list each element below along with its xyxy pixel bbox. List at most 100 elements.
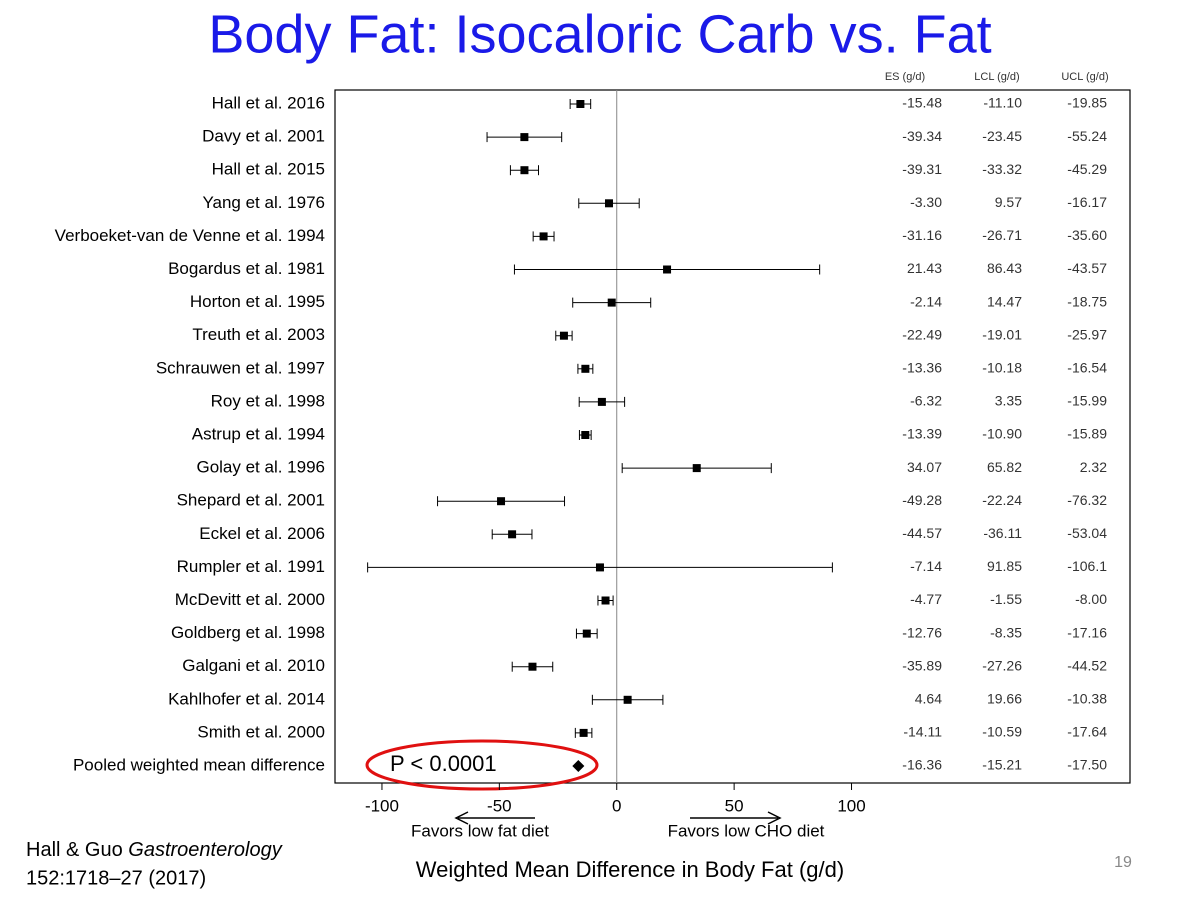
table-value: -76.32 (1067, 492, 1107, 508)
left-direction: Favors low fat diet (411, 821, 549, 840)
effect-size (607, 298, 616, 307)
effect-size (663, 265, 672, 274)
study-label: Hall et al. 2015 (212, 160, 325, 179)
table-value: 19.66 (987, 691, 1022, 707)
table-value: -53.04 (1067, 525, 1107, 541)
table-value: -11.10 (983, 95, 1022, 111)
table-value: -3.30 (910, 194, 942, 210)
study-label: Golay et al. 1996 (196, 458, 325, 477)
effect-size (582, 629, 591, 638)
column-header: ES (g/d) (885, 71, 925, 83)
study-label: Treuth et al. 2003 (192, 325, 325, 344)
table-value: -43.57 (1067, 260, 1107, 276)
x-tick-label: -100 (365, 796, 399, 815)
effect-size (604, 199, 613, 208)
table-value: -22.49 (902, 326, 942, 342)
table-value: -16.36 (902, 757, 942, 773)
annotation: P < 0.0001 (390, 751, 497, 776)
effect-size (579, 728, 588, 737)
annotation-ellipse (365, 739, 599, 791)
table-value: -55.24 (1067, 128, 1107, 144)
table-value: -22.24 (982, 492, 1022, 508)
table-value: 3.35 (995, 393, 1022, 409)
study-label: Kahlhofer et al. 2014 (168, 689, 325, 708)
table-value: -26.71 (982, 227, 1022, 243)
effect-size (539, 232, 548, 241)
effect-size (559, 331, 568, 340)
study-label: Davy et al. 2001 (202, 127, 325, 146)
study-label: Horton et al. 1995 (190, 292, 325, 311)
table-value: -17.16 (1067, 624, 1107, 640)
table-value: -13.36 (902, 360, 942, 376)
table-value: -39.31 (902, 161, 942, 177)
study-label: Rumpler et al. 1991 (177, 557, 325, 576)
effect-size (520, 133, 529, 142)
table-value: -18.75 (1067, 293, 1107, 309)
table-value: -33.32 (982, 161, 1022, 177)
table-value: -27.26 (982, 657, 1022, 673)
table-value: 9.57 (995, 194, 1022, 210)
x-tick-label: 100 (837, 796, 865, 815)
slide-number: 19 (1114, 854, 1132, 871)
citation-authors: Hall & Guo (26, 839, 123, 861)
study-label: Galgani et al. 2010 (182, 656, 325, 675)
citation-reference: 152:1718–27 (2017) (26, 867, 206, 889)
right-arrow-head (767, 811, 782, 825)
study-label: Astrup et al. 1994 (192, 424, 325, 443)
table-value: -7.14 (910, 558, 942, 574)
table-value: 14.47 (987, 293, 1022, 309)
table-value: -49.28 (902, 492, 942, 508)
table-value: -15.99 (1067, 393, 1107, 409)
table-value: -31.16 (902, 227, 942, 243)
column-header: LCL (g/d) (974, 71, 1019, 83)
table-value: -10.90 (982, 426, 1022, 442)
table-value: -6.32 (910, 393, 942, 409)
study-label: Schrauwen et al. 1997 (156, 358, 325, 377)
table-value: -36.11 (983, 525, 1022, 541)
table-value: 91.85 (987, 558, 1022, 574)
table-value: -10.59 (982, 724, 1022, 740)
table-value: -35.89 (902, 657, 942, 673)
table-value: 65.82 (987, 459, 1022, 475)
table-value: -19.85 (1067, 95, 1107, 111)
table-value: -15.21 (982, 757, 1022, 773)
study-label: Yang et al. 1976 (202, 193, 325, 212)
effect-size (497, 497, 506, 506)
table-value: -17.64 (1067, 724, 1107, 740)
table-value: -8.00 (1075, 591, 1107, 607)
citation-line: Hall & Guo Gastroenterology (26, 839, 283, 861)
effect-size (623, 695, 632, 704)
table-value: 86.43 (987, 260, 1022, 276)
study-label: Roy et al. 1998 (211, 391, 325, 410)
table-value: -10.38 (1067, 691, 1107, 707)
effect-size (508, 530, 517, 539)
table-value: 34.07 (907, 459, 942, 475)
effect-size (528, 662, 537, 671)
study-label: Smith et al. 2000 (197, 722, 325, 741)
table-value: -16.54 (1067, 360, 1107, 376)
chart-title: Body Fat: Isocaloric Carb vs. Fat (208, 4, 991, 64)
table-value: -15.48 (902, 95, 942, 111)
study-label: McDevitt et al. 2000 (175, 590, 325, 609)
table-value: 4.64 (915, 691, 942, 707)
effect-size (597, 397, 606, 406)
study-label: Eckel et al. 2006 (199, 524, 325, 543)
effect-size (520, 166, 529, 175)
table-value: -14.11 (903, 724, 942, 740)
study-label: Bogardus et al. 1981 (168, 259, 325, 278)
study-label: Verboeket-van de Venne et al. 1994 (55, 226, 325, 245)
table-value: -1.55 (990, 591, 1022, 607)
table-value: -8.35 (990, 624, 1022, 640)
effect-size (576, 100, 585, 108)
table-value: -25.97 (1067, 326, 1107, 342)
citation-journal: Gastroenterology (128, 839, 282, 861)
study-label: Shepard et al. 2001 (177, 491, 325, 510)
table-value: 2.32 (1080, 459, 1107, 475)
x-axis-label: Weighted Mean Difference in Body Fat (g/… (416, 857, 844, 882)
table-value: -44.52 (1067, 657, 1107, 673)
table-value: -19.01 (982, 326, 1022, 342)
table-value: -35.60 (1067, 227, 1107, 243)
effect-size (581, 364, 590, 373)
table-value: -39.34 (902, 128, 942, 144)
table-value: -45.29 (1067, 161, 1107, 177)
